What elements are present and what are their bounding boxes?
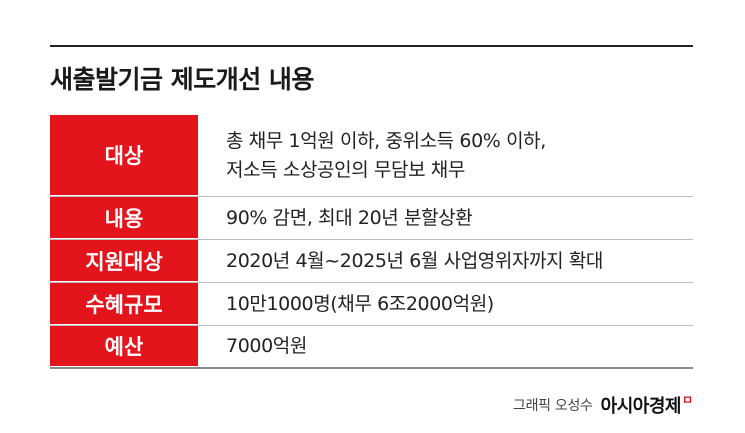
row-value-target: 총 채무 1억원 이하, 중위소득 60% 이하, 저소득 소상공인의 무담보 … [198,115,693,196]
credit-footer: 그래픽 오성수 아시아경제 ㅁ [513,392,693,418]
brand-mark-icon: ㅁ [681,392,693,407]
row-label-eligibility: 지원대상 [50,240,198,282]
row-value-line: 총 채무 1억원 이하, 중위소득 60% 이하, [226,129,546,152]
row-value-content: 90% 감면, 최대 20년 분할상환 [198,197,693,239]
table-row: 예산 7000억원 [50,325,693,369]
row-value-line: 2020년 4월~2025년 6월 사업영위자까지 확대 [226,249,604,272]
row-label-content: 내용 [50,197,198,239]
row-value-line: 저소득 소상공인의 무담보 채무 [226,158,465,181]
row-value-line: 7000억원 [226,335,307,357]
row-value-line: 90% 감면, 최대 20년 분할상환 [226,206,473,229]
row-value-scale: 10만1000명(채무 6조2000억원) [198,283,693,325]
table-row: 수혜규모 10만1000명(채무 6조2000억원) [50,282,693,325]
row-label-target: 대상 [50,115,198,196]
table-row: 대상 총 채무 1억원 이하, 중위소득 60% 이하, 저소득 소상공인의 무… [50,115,693,196]
page-title: 새출발기금 제도개선 내용 [50,65,314,94]
row-value-line: 10만1000명(채무 6조2000억원) [226,292,494,315]
row-value-budget: 7000억원 [198,326,693,367]
table-row: 지원대상 2020년 4월~2025년 6월 사업영위자까지 확대 [50,239,693,282]
top-rule [50,45,693,47]
row-label-budget: 예산 [50,326,198,367]
info-table: 대상 총 채무 1억원 이하, 중위소득 60% 이하, 저소득 소상공인의 무… [50,115,693,369]
row-value-eligibility: 2020년 4월~2025년 6월 사업영위자까지 확대 [198,240,693,282]
row-label-scale: 수혜규모 [50,283,198,325]
graphic-credit: 그래픽 오성수 [513,398,593,414]
brand-logo: 아시아경제 [600,396,682,417]
table-row: 내용 90% 감면, 최대 20년 분할상환 [50,196,693,239]
